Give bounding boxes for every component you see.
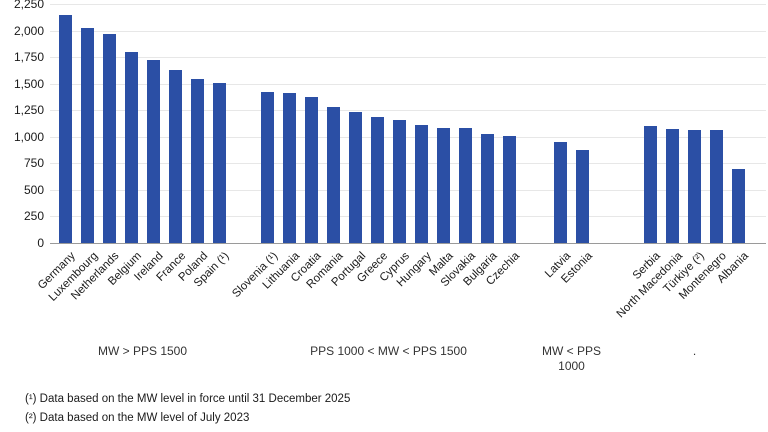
gridline — [50, 4, 766, 5]
bar-poland — [191, 79, 204, 243]
x-axis-line — [50, 243, 766, 244]
bar-czechia — [503, 136, 516, 243]
footnote: (¹) Data based on the MW level in force … — [25, 393, 351, 405]
bar-montenegro — [710, 130, 723, 243]
bar-portugal — [349, 112, 362, 243]
bar-france — [169, 70, 182, 243]
y-axis-tick-label: 1,500 — [13, 76, 44, 91]
gridline — [50, 30, 766, 32]
group-caption: PPS 1000 < MW < PPS 1500 — [310, 344, 467, 358]
bar-t-rkiye — [688, 130, 701, 243]
y-axis-tick-label: 750 — [23, 156, 44, 171]
group-caption: MW < PPS 1000 — [541, 344, 601, 373]
gridline — [50, 163, 766, 165]
gridline — [50, 136, 766, 138]
y-axis-tick-label: 0 — [37, 236, 44, 250]
bar-greece — [371, 117, 384, 243]
gridline — [50, 189, 766, 191]
bar-croatia — [305, 97, 318, 243]
y-axis-tick-label: 250 — [23, 209, 44, 224]
bar-albania — [732, 169, 745, 243]
bar-lithuania — [283, 93, 296, 243]
gridline — [50, 57, 766, 59]
bar-latvia — [554, 142, 567, 243]
bar-netherlands — [103, 34, 116, 243]
bar-serbia — [644, 126, 657, 243]
bar-north-macedonia — [666, 129, 679, 243]
bar-luxembourg — [81, 28, 94, 243]
y-axis-tick-label: 1,250 — [13, 103, 44, 118]
bar-estonia — [576, 150, 589, 243]
group-caption: MW > PPS 1500 — [97, 344, 188, 358]
gridline — [50, 110, 766, 112]
bar-belgium — [125, 52, 138, 243]
bar-slovakia — [459, 128, 472, 243]
gridline — [50, 216, 766, 218]
y-axis-tick-label: 1,750 — [13, 50, 44, 65]
y-axis-tick-label: 500 — [23, 182, 44, 197]
bar-romania — [327, 107, 340, 243]
bar-cyprus — [393, 120, 406, 243]
group-caption: . — [692, 344, 697, 358]
y-axis-tick-label: 1,000 — [13, 129, 44, 144]
bar-bulgaria — [481, 134, 494, 243]
footnote: (²) Data based on the MW level of July 2… — [25, 412, 250, 424]
bar-germany — [59, 15, 72, 243]
bar-ireland — [147, 60, 160, 243]
gridline — [50, 83, 766, 85]
y-axis-tick-label: 2,000 — [13, 23, 44, 38]
bar-malta — [437, 128, 450, 243]
bar-slovenia — [261, 92, 274, 243]
y-axis-tick-label: 2,250 — [13, 0, 44, 11]
bar-spain — [213, 83, 226, 243]
bar-hungary — [415, 125, 428, 243]
